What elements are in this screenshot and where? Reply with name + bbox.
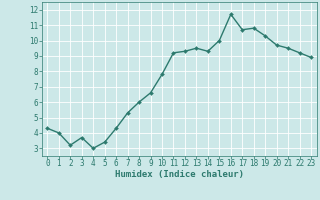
X-axis label: Humidex (Indice chaleur): Humidex (Indice chaleur)	[115, 170, 244, 179]
